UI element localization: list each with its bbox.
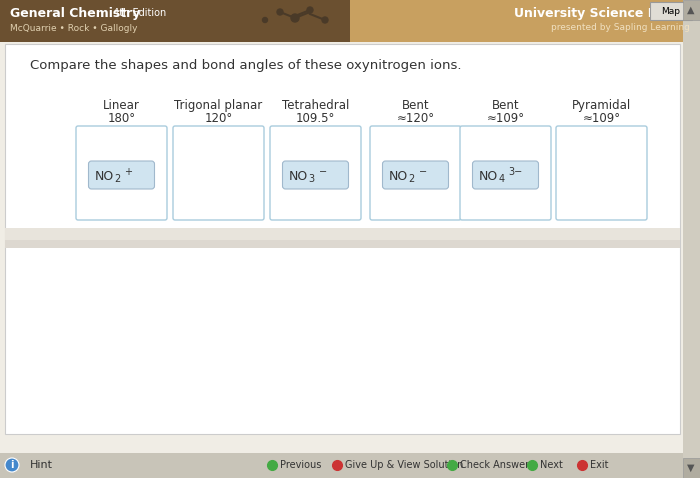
Text: NO: NO	[389, 170, 407, 183]
FancyBboxPatch shape	[88, 161, 155, 189]
Text: Next: Next	[540, 460, 563, 470]
Text: Check Answer: Check Answer	[460, 460, 529, 470]
Circle shape	[262, 18, 267, 22]
FancyBboxPatch shape	[370, 126, 461, 220]
Text: 3: 3	[309, 174, 314, 184]
Text: 4th Edition: 4th Edition	[110, 8, 167, 18]
FancyBboxPatch shape	[173, 126, 264, 220]
Text: ≈120°: ≈120°	[396, 111, 435, 124]
Bar	[650, 2, 692, 20]
Text: 4: 4	[498, 174, 505, 184]
Text: Hint: Hint	[30, 460, 53, 470]
Text: 109.5°: 109.5°	[296, 111, 335, 124]
FancyBboxPatch shape	[382, 161, 449, 189]
Text: −: −	[318, 167, 327, 177]
Text: NO: NO	[288, 170, 307, 183]
Text: Map: Map	[662, 7, 680, 15]
FancyBboxPatch shape	[0, 0, 700, 42]
Bar	[5, 44, 680, 434]
Bar	[683, 0, 700, 20]
Text: ≈109°: ≈109°	[486, 111, 524, 124]
FancyBboxPatch shape	[270, 126, 361, 220]
Text: Pyramidal: Pyramidal	[572, 98, 631, 111]
Text: Trigonal planar: Trigonal planar	[174, 98, 262, 111]
Text: 120°: 120°	[204, 111, 232, 124]
Text: 2: 2	[115, 174, 120, 184]
FancyBboxPatch shape	[76, 126, 167, 220]
Text: Exit: Exit	[590, 460, 608, 470]
Text: ≈109°: ≈109°	[582, 111, 621, 124]
Text: 180°: 180°	[107, 111, 136, 124]
Text: 2: 2	[409, 174, 414, 184]
Bar	[683, 0, 700, 478]
FancyBboxPatch shape	[473, 161, 538, 189]
Text: Previous: Previous	[280, 460, 321, 470]
Text: Linear: Linear	[103, 98, 140, 111]
Circle shape	[291, 14, 299, 22]
Text: Give Up & View Solution: Give Up & View Solution	[345, 460, 463, 470]
Circle shape	[5, 458, 19, 472]
FancyBboxPatch shape	[460, 126, 551, 220]
Text: 3−: 3−	[508, 167, 523, 177]
Text: +: +	[125, 167, 132, 177]
FancyBboxPatch shape	[556, 126, 647, 220]
Bar	[0, 453, 683, 478]
Text: University Science Books: University Science Books	[514, 7, 690, 20]
Text: Bent: Bent	[402, 98, 429, 111]
Bar	[0, 0, 350, 42]
Bar	[683, 458, 700, 478]
Bar	[5, 228, 680, 240]
Text: Bent: Bent	[491, 98, 519, 111]
Text: presented by Sapling Learning: presented by Sapling Learning	[551, 22, 690, 32]
Circle shape	[277, 9, 283, 15]
Text: Compare the shapes and bond angles of these oxynitrogen ions.: Compare the shapes and bond angles of th…	[30, 58, 461, 72]
Text: McQuarrie • Rock • Gallogly: McQuarrie • Rock • Gallogly	[10, 23, 137, 33]
Text: NO: NO	[94, 170, 113, 183]
Text: ▲: ▲	[687, 5, 694, 15]
Bar	[5, 240, 680, 248]
Text: General Chemistry: General Chemistry	[10, 7, 141, 20]
Bar	[350, 0, 700, 42]
FancyBboxPatch shape	[283, 161, 349, 189]
Circle shape	[307, 7, 313, 13]
Circle shape	[322, 17, 328, 23]
Text: ▼: ▼	[687, 463, 694, 473]
Text: i: i	[10, 460, 14, 470]
Text: −: −	[419, 167, 426, 177]
Text: NO: NO	[478, 170, 498, 183]
Text: Tetrahedral: Tetrahedral	[282, 98, 349, 111]
